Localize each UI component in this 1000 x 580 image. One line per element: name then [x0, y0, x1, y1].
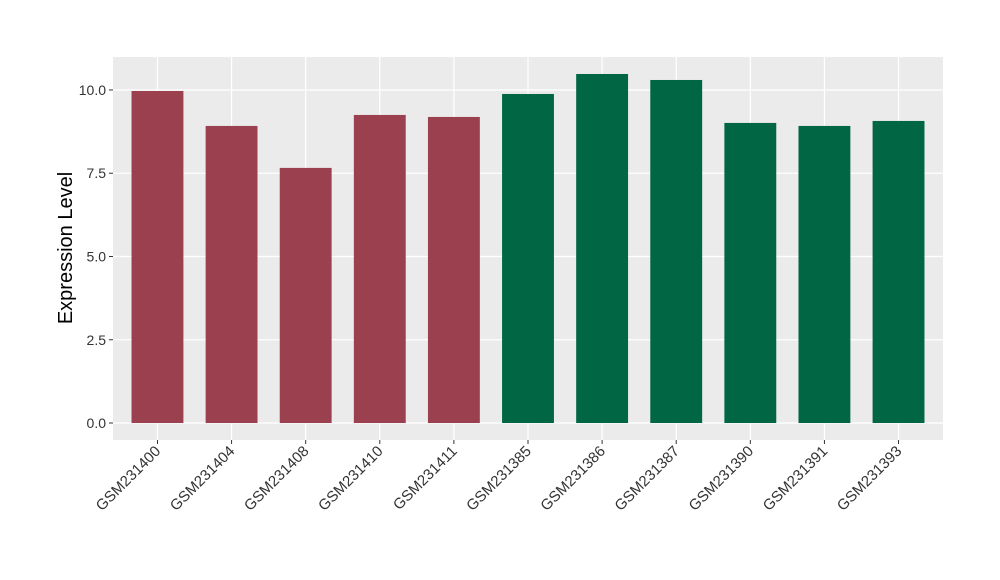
- bar: [279, 167, 332, 424]
- bar: [353, 114, 406, 424]
- x-tick-label: GSM231385: [463, 443, 535, 515]
- y-axis-label: Expression Level: [55, 172, 77, 324]
- x-tick-label: GSM231400: [93, 443, 165, 515]
- y-tick-label: 5.0: [87, 248, 107, 264]
- bar: [131, 90, 184, 424]
- x-tick-label: GSM231404: [167, 443, 239, 515]
- x-tick-label: GSM231393: [834, 443, 906, 515]
- bar: [205, 125, 258, 424]
- x-tick-label: GSM231411: [390, 443, 461, 514]
- bar: [502, 93, 554, 424]
- y-tick-label: 0.0: [87, 415, 107, 431]
- y-tick-label: 7.5: [87, 165, 107, 181]
- x-tick-label: GSM231391: [760, 443, 832, 515]
- x-tick-label: GSM231390: [686, 443, 758, 515]
- bar: [798, 125, 851, 424]
- x-tick-label: GSM231386: [537, 443, 609, 515]
- y-tick-label: 10.0: [79, 82, 106, 98]
- bar: [724, 122, 777, 424]
- y-tick-label: 2.5: [87, 332, 107, 348]
- bar: [427, 116, 480, 424]
- bar: [650, 79, 703, 424]
- x-tick-label: GSM231410: [315, 443, 387, 515]
- x-tick-label: GSM231387: [611, 443, 683, 515]
- bar: [576, 73, 629, 424]
- bar: [872, 120, 925, 424]
- x-tick-label: GSM231408: [241, 443, 313, 515]
